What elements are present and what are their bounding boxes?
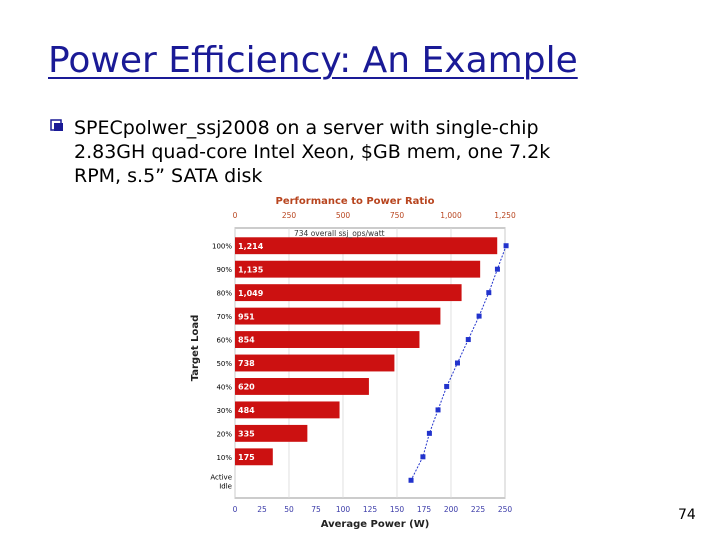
- power-point: [486, 290, 492, 296]
- top-axis-tick-label: 0: [233, 211, 238, 220]
- bar-value-label: 1,135: [238, 265, 264, 274]
- bullet-line: 2.83GH quad-core Intel Xeon, $GB mem, on…: [74, 141, 551, 163]
- power-point: [476, 313, 482, 319]
- bar: [235, 378, 369, 395]
- bottom-axis-tick-label: 25: [257, 505, 267, 514]
- category-label: 80%: [216, 290, 232, 298]
- bar: [235, 284, 462, 302]
- bar-value-label: 854: [238, 336, 255, 345]
- top-axis-tick-label: 750: [390, 211, 405, 220]
- top-axis-tick-label: 250: [282, 211, 297, 220]
- bar: [235, 424, 308, 442]
- category-label: 20%: [216, 430, 232, 438]
- bar-value-label: 620: [238, 383, 255, 392]
- bar-value-label: 738: [238, 359, 255, 368]
- bottom-axis-tick-label: 0: [233, 505, 238, 514]
- category-label: 30%: [216, 407, 232, 415]
- top-axis-tick-label: 1,250: [494, 211, 516, 220]
- bar-value-label: 1,049: [238, 289, 264, 298]
- square-bullet-icon: [50, 119, 63, 131]
- category-label: 90%: [216, 266, 232, 274]
- bullet-line: RPM, s.5” SATA disk: [74, 165, 263, 187]
- category-label: 100%: [212, 243, 232, 251]
- bullet-text: SPECpolwer_ssj2008 on a server with sing…: [74, 116, 670, 188]
- bar: [235, 237, 498, 255]
- category-label: 40%: [216, 383, 232, 391]
- bottom-axis-tick-label: 75: [311, 505, 321, 514]
- bottom-axis-tick-label: 200: [444, 505, 459, 514]
- category-label: 10%: [216, 454, 232, 462]
- bottom-axis-tick-label: 50: [284, 505, 294, 514]
- bar: [235, 260, 481, 278]
- slide-title: Power Efficiency: An Example: [48, 40, 578, 81]
- category-label: Active: [210, 473, 232, 481]
- bar-value-label: 951: [238, 312, 255, 321]
- power-point: [408, 477, 414, 483]
- bar: [235, 354, 395, 372]
- category-label: Idle: [219, 482, 232, 490]
- top-axis-tick-label: 1,000: [440, 211, 462, 220]
- y-axis-label: Target Load: [190, 315, 201, 382]
- x-axis-label: Average Power (W): [321, 519, 430, 530]
- chart-title: Performance to Power Ratio: [276, 196, 435, 207]
- bottom-axis-tick-label: 250: [498, 505, 513, 514]
- power-point: [426, 430, 432, 436]
- power-point: [454, 360, 460, 366]
- bottom-axis-tick-label: 225: [471, 505, 486, 514]
- bar-value-label: 175: [238, 453, 255, 462]
- power-point: [503, 243, 509, 249]
- bar: [235, 401, 340, 419]
- power-point: [444, 383, 450, 389]
- bar: [235, 331, 420, 348]
- category-label: 60%: [216, 337, 232, 345]
- bottom-axis-tick-label: 150: [390, 505, 405, 514]
- bottom-axis-tick-label: 175: [417, 505, 432, 514]
- bottom-axis-tick-label: 125: [363, 505, 378, 514]
- power-point: [435, 407, 441, 413]
- top-axis-tick-label: 500: [336, 211, 351, 220]
- power-point: [420, 454, 426, 460]
- chart-annotation: 734 overall ssj_ops/watt: [294, 229, 385, 238]
- performance-power-chart: 1,214 1,135 1,049 951 854 738 620 484 335 175 0 25…: [190, 196, 516, 530]
- page-number: 74: [678, 507, 696, 523]
- bar-value-label: 484: [238, 406, 255, 415]
- power-point: [465, 337, 471, 343]
- bottom-axis-tick-label: 100: [336, 505, 351, 514]
- bar-value-label: 335: [238, 430, 255, 439]
- bar: [235, 307, 441, 325]
- power-point: [494, 266, 500, 272]
- bullet-item: SPECpolwer_ssj2008 on a server with sing…: [50, 116, 670, 188]
- bullet-line: SPECpolwer_ssj2008 on a server with sing…: [74, 117, 539, 139]
- category-label: 50%: [216, 360, 232, 368]
- bar-value-label: 1,214: [238, 242, 264, 251]
- category-label: 70%: [216, 313, 232, 321]
- bar: [235, 448, 273, 466]
